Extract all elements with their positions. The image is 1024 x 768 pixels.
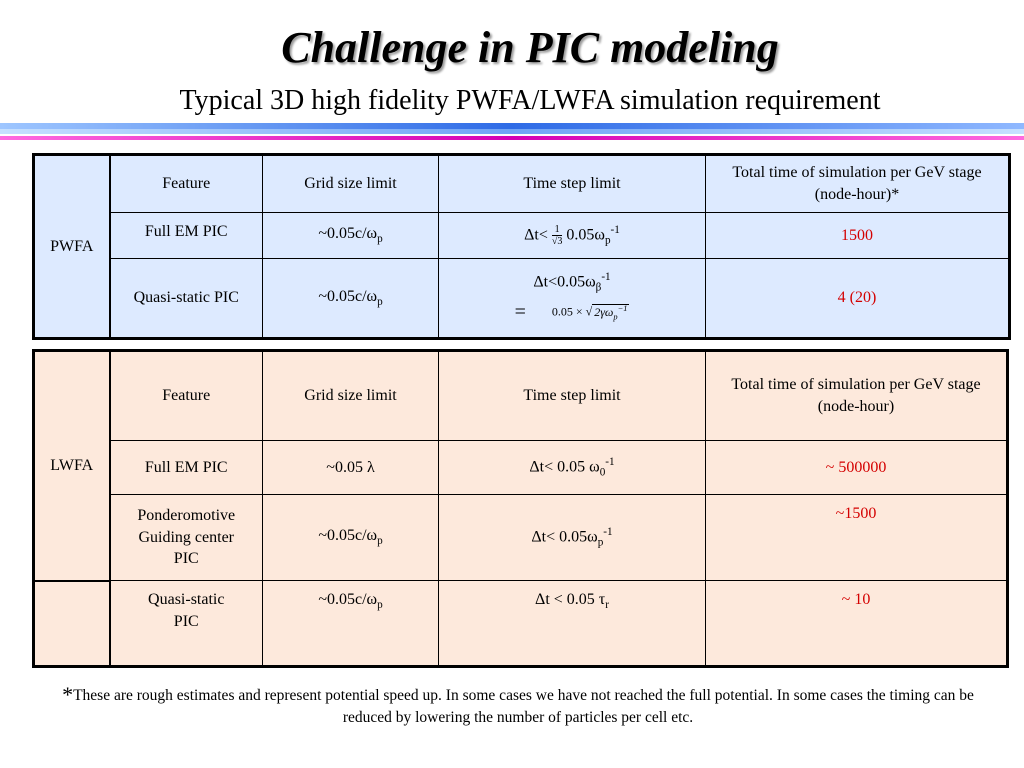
grid-subscript: p — [377, 233, 383, 246]
grid-size-cell: ~0.05c/ωp — [262, 580, 439, 667]
dt-superscript: -1 — [601, 270, 611, 283]
dt-prefix: Δt<0.05ω — [533, 273, 596, 291]
lwfa-table-container: LWFA Feature Grid size limit Time step l… — [32, 349, 1009, 668]
table-row: Quasi-static PIC ~0.05c/ωp Δt < 0.05 τr ~… — [33, 580, 1008, 667]
grid-size-cell: ~0.05c/ωp — [262, 212, 439, 259]
dt-subscript: r — [605, 599, 609, 612]
rule-stripe-blue — [0, 123, 1024, 129]
total-time-cell: 1500 — [705, 212, 1010, 259]
dt-prefix: Δt< 0.05ω — [531, 528, 598, 546]
equals-sign: = — [514, 301, 526, 324]
header-grid-size: Grid size limit — [262, 154, 439, 213]
header-feature: Feature — [109, 350, 263, 441]
time-step-cell: Δt<0.05ωβ-1 = 0.05 × √ 2γωp−1 — [438, 258, 706, 339]
lwfa-table: LWFA Feature Grid size limit Time step l… — [32, 349, 1009, 668]
feature-cell: Quasi-static PIC — [109, 258, 263, 339]
dt-equation-line: = 0.05 × √ 2γωp−1 — [443, 299, 701, 326]
table-row: Quasi-static PIC ~0.05c/ωp Δt<0.05ωβ-1 =… — [34, 258, 1010, 339]
footnote: *These are rough estimates and represent… — [38, 684, 998, 729]
fraction: 1 √3 — [551, 224, 563, 247]
dt-subscript: p — [604, 234, 611, 247]
header-time-step: Time step limit — [438, 154, 706, 213]
grid-value: ~0.05c/ω — [318, 287, 378, 305]
dt-superscript: -1 — [605, 455, 615, 468]
grid-value: ~0.05c/ω — [318, 591, 378, 608]
header-total-time: Total time of simulation per GeV stage (… — [705, 154, 1010, 213]
pwfa-group-label: PWFA — [33, 154, 111, 339]
dt-superscript: -1 — [603, 525, 613, 538]
footnote-text: These are rough estimates and represent … — [73, 687, 974, 726]
pwfa-table-container: PWFA Feature Grid size limit Time step l… — [32, 153, 1011, 340]
pwfa-table: PWFA Feature Grid size limit Time step l… — [32, 153, 1011, 340]
slide-title: Challenge in PIC modeling — [281, 23, 779, 72]
feature-line: Quasi-static — [148, 591, 225, 608]
footnote-star: * — [62, 682, 74, 707]
sqrt-argument: 2γωp−1 — [592, 303, 630, 321]
header-total-time: Total time of simulation per GeV stage (… — [705, 350, 1008, 441]
dt-prefix: Δt < 0.05 τ — [535, 591, 606, 608]
total-time-cell: ~ 10 — [705, 580, 1008, 667]
table-row: Ponderomotive Guiding center PIC ~0.05c/ωp… — [34, 494, 1008, 581]
feature-cell: Full EM PIC — [109, 212, 263, 259]
feature-cell: Quasi-static PIC — [109, 580, 263, 667]
grid-subscript: p — [377, 535, 383, 548]
total-time-cell: 4 (20) — [705, 258, 1010, 339]
feature-line: PIC — [173, 550, 199, 568]
table-row: Full EM PIC ~0.05c/ωp Δt< 1 √3 0.05ωp-1 150… — [34, 212, 1010, 259]
total-time-cell: ~1500 — [705, 494, 1008, 581]
time-step-cell: Δt< 1 √3 0.05ωp-1 — [438, 212, 706, 259]
dt-expression-b: 2γω — [594, 304, 614, 319]
time-step-cell: Δt< 0.05ωp-1 — [438, 494, 706, 581]
grid-subscript: p — [377, 296, 383, 309]
dt-prefix: Δt< 0.05 ω — [529, 458, 600, 476]
fraction-numerator: 1 — [551, 224, 563, 236]
grid-size-cell: ~0.05c/ωp — [262, 494, 439, 581]
grid-value: ~0.05c/ω — [318, 225, 378, 243]
dt-subscript: p — [597, 536, 604, 549]
table-header-row: PWFA Feature Grid size limit Time step l… — [33, 154, 1010, 339]
feature-line: PIC — [173, 612, 199, 630]
decorative-rule-bar — [0, 123, 1024, 140]
dt-superscript: -1 — [610, 223, 620, 236]
fraction-denominator: √3 — [551, 235, 563, 247]
dt-prefix: Δt< — [524, 226, 548, 244]
rule-stripe-white — [0, 134, 1024, 136]
feature-cell: Ponderomotive Guiding center PIC — [109, 494, 263, 581]
lwfa-group-label: LWFA — [33, 350, 111, 582]
grid-subscript: p — [377, 599, 383, 612]
header-time-step: Time step limit — [438, 350, 706, 441]
lwfa-group-empty-cell — [33, 580, 111, 667]
dt-expression-superscript: −1 — [617, 303, 628, 313]
dt-subscript: 0 — [599, 466, 606, 479]
table-row: Full EM PIC ~0.05 λ Δt< 0.05 ω0-1 ~ 5000… — [34, 440, 1008, 495]
feature-line: Guiding center — [138, 528, 235, 546]
feature-line: Ponderomotive — [137, 507, 236, 525]
grid-size-cell: ~0.05c/ωp — [262, 258, 439, 339]
header-grid-size: Grid size limit — [262, 350, 439, 441]
rule-stripe-magenta — [0, 136, 1024, 140]
dt-expression-subscript: p — [613, 311, 618, 321]
time-step-cell: Δt< 0.05 ω0-1 — [438, 440, 706, 495]
table-header-row: LWFA Feature Grid size limit Time step l… — [33, 350, 1008, 582]
dt-value: 0.05ω — [566, 226, 605, 244]
grid-value: ~0.05c/ω — [318, 527, 378, 545]
dt-subscript: β — [595, 281, 602, 294]
grid-size-cell: ~0.05 λ — [262, 440, 439, 495]
dt-expression-a: 0.05 × √ — [551, 304, 593, 319]
total-time-cell: ~ 500000 — [705, 440, 1008, 495]
rule-stripe-lightblue — [0, 129, 1024, 134]
time-step-cell: Δt < 0.05 τr — [438, 580, 706, 667]
slide-subtitle: Typical 3D high fidelity PWFA/LWFA simul… — [179, 85, 881, 116]
feature-cell: Full EM PIC — [109, 440, 263, 495]
header-feature: Feature — [109, 154, 263, 213]
